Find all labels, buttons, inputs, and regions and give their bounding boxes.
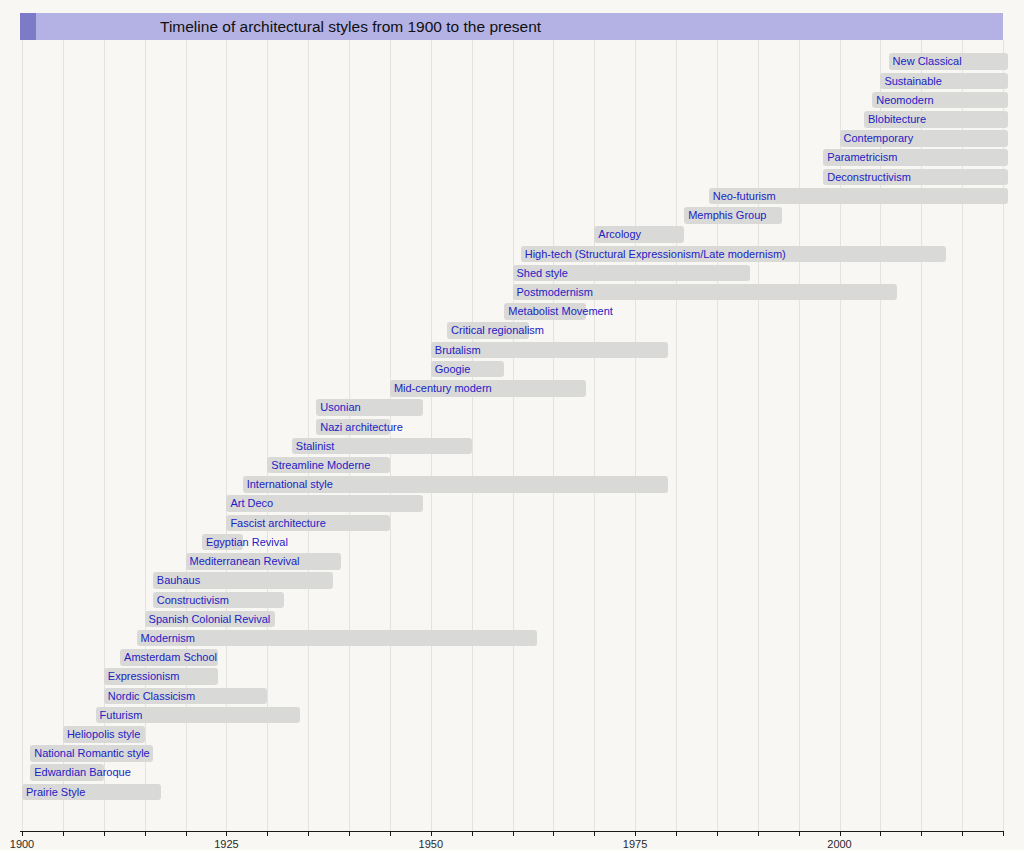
axis-tick-label: 1900 (10, 838, 34, 850)
style-label[interactable]: Futurism (96, 707, 143, 724)
style-label[interactable]: Shed style (513, 265, 568, 282)
axis-tick (226, 832, 227, 836)
style-label[interactable]: Mediterranean Revival (186, 553, 300, 570)
style-label[interactable]: Deconstructivism (823, 169, 911, 186)
style-label[interactable]: Nazi architecture (316, 419, 403, 436)
style-label[interactable]: Edwardian Baroque (30, 764, 131, 781)
style-label[interactable]: Expressionism (104, 668, 180, 685)
style-label[interactable]: Egyptian Revival (202, 534, 288, 551)
axis-tick (921, 832, 922, 836)
style-label[interactable]: New Classical (889, 53, 962, 70)
style-label[interactable]: Blobitecture (864, 111, 926, 128)
title-band: Timeline of architectural styles from 19… (20, 13, 1003, 40)
axis-tick (349, 832, 350, 836)
axis-tick (22, 832, 23, 836)
style-label[interactable]: Contemporary (840, 130, 914, 147)
style-label[interactable]: Memphis Group (684, 207, 766, 224)
chart-title: Timeline of architectural styles from 19… (160, 13, 541, 40)
axis-tick (717, 832, 718, 836)
axis-tick (553, 832, 554, 836)
gridline (63, 40, 64, 831)
style-label[interactable]: Amsterdam School (120, 649, 217, 666)
gridline (349, 40, 350, 831)
style-label[interactable]: Constructivism (153, 592, 229, 609)
style-label[interactable]: High-tech (Structural Expressionism/Late… (521, 246, 786, 263)
axis-tick (880, 832, 881, 836)
gridline (513, 40, 514, 831)
axis-tick-label: 2000 (827, 838, 851, 850)
timeline-bar (137, 630, 538, 647)
gridline (717, 40, 718, 831)
style-label[interactable]: National Romantic style (30, 745, 150, 762)
style-label[interactable]: Postmodernism (513, 284, 593, 301)
style-label[interactable]: Usonian (316, 399, 360, 416)
style-label[interactable]: Googie (431, 361, 470, 378)
axis-tick (594, 832, 595, 836)
axis-tick-label: 1975 (623, 838, 647, 850)
timeline-chart: Timeline of architectural styles from 19… (0, 0, 1024, 850)
style-label[interactable]: Brutalism (431, 342, 481, 359)
style-label[interactable]: Mid-century modern (390, 380, 492, 397)
gridline (431, 40, 432, 831)
style-label[interactable]: Neomodern (872, 92, 933, 109)
axis-tick (962, 832, 963, 836)
style-label[interactable]: Neo-futurism (709, 188, 776, 205)
gridline (758, 40, 759, 831)
style-label[interactable]: Heliopolis style (63, 726, 140, 743)
axis-tick (431, 832, 432, 836)
style-label[interactable]: Bauhaus (153, 572, 200, 589)
gridline (553, 40, 554, 831)
axis-tick (267, 832, 268, 836)
gridline (472, 40, 473, 831)
axis-tick (1003, 832, 1004, 836)
axis-tick (186, 832, 187, 836)
gridline (676, 40, 677, 831)
gridline (594, 40, 595, 831)
gridline (22, 40, 23, 831)
axis-tick (308, 832, 309, 836)
axis-tick (840, 832, 841, 836)
style-label[interactable]: Arcology (594, 226, 641, 243)
gridline (390, 40, 391, 831)
style-label[interactable]: Art Deco (226, 495, 273, 512)
axis-tick-label: 1950 (419, 838, 443, 850)
axis-tick (635, 832, 636, 836)
gridline (635, 40, 636, 831)
style-label[interactable]: Streamline Moderne (267, 457, 370, 474)
style-label[interactable]: Metabolist Movement (504, 303, 613, 320)
style-label[interactable]: Critical regionalism (447, 322, 544, 339)
style-label[interactable]: Modernism (137, 630, 195, 647)
style-label[interactable]: Prairie Style (22, 784, 85, 801)
axis-tick (472, 832, 473, 836)
style-label[interactable]: Spanish Colonial Revival (145, 611, 271, 628)
axis-tick (758, 832, 759, 836)
style-label[interactable]: Nordic Classicism (104, 688, 195, 705)
axis-tick (390, 832, 391, 836)
axis-tick (513, 832, 514, 836)
axis-tick (63, 832, 64, 836)
axis-tick (799, 832, 800, 836)
style-label[interactable]: International style (243, 476, 333, 493)
style-label[interactable]: Sustainable (880, 73, 942, 90)
style-label[interactable]: Stalinist (292, 438, 335, 455)
gridline (799, 40, 800, 831)
axis-tick (676, 832, 677, 836)
style-label[interactable]: Fascist architecture (226, 515, 325, 532)
style-label[interactable]: Parametricism (823, 149, 897, 166)
gridline (308, 40, 309, 831)
axis-tick-label: 1925 (214, 838, 238, 850)
title-accent-square (20, 13, 36, 40)
axis-tick (104, 832, 105, 836)
axis-tick (145, 832, 146, 836)
